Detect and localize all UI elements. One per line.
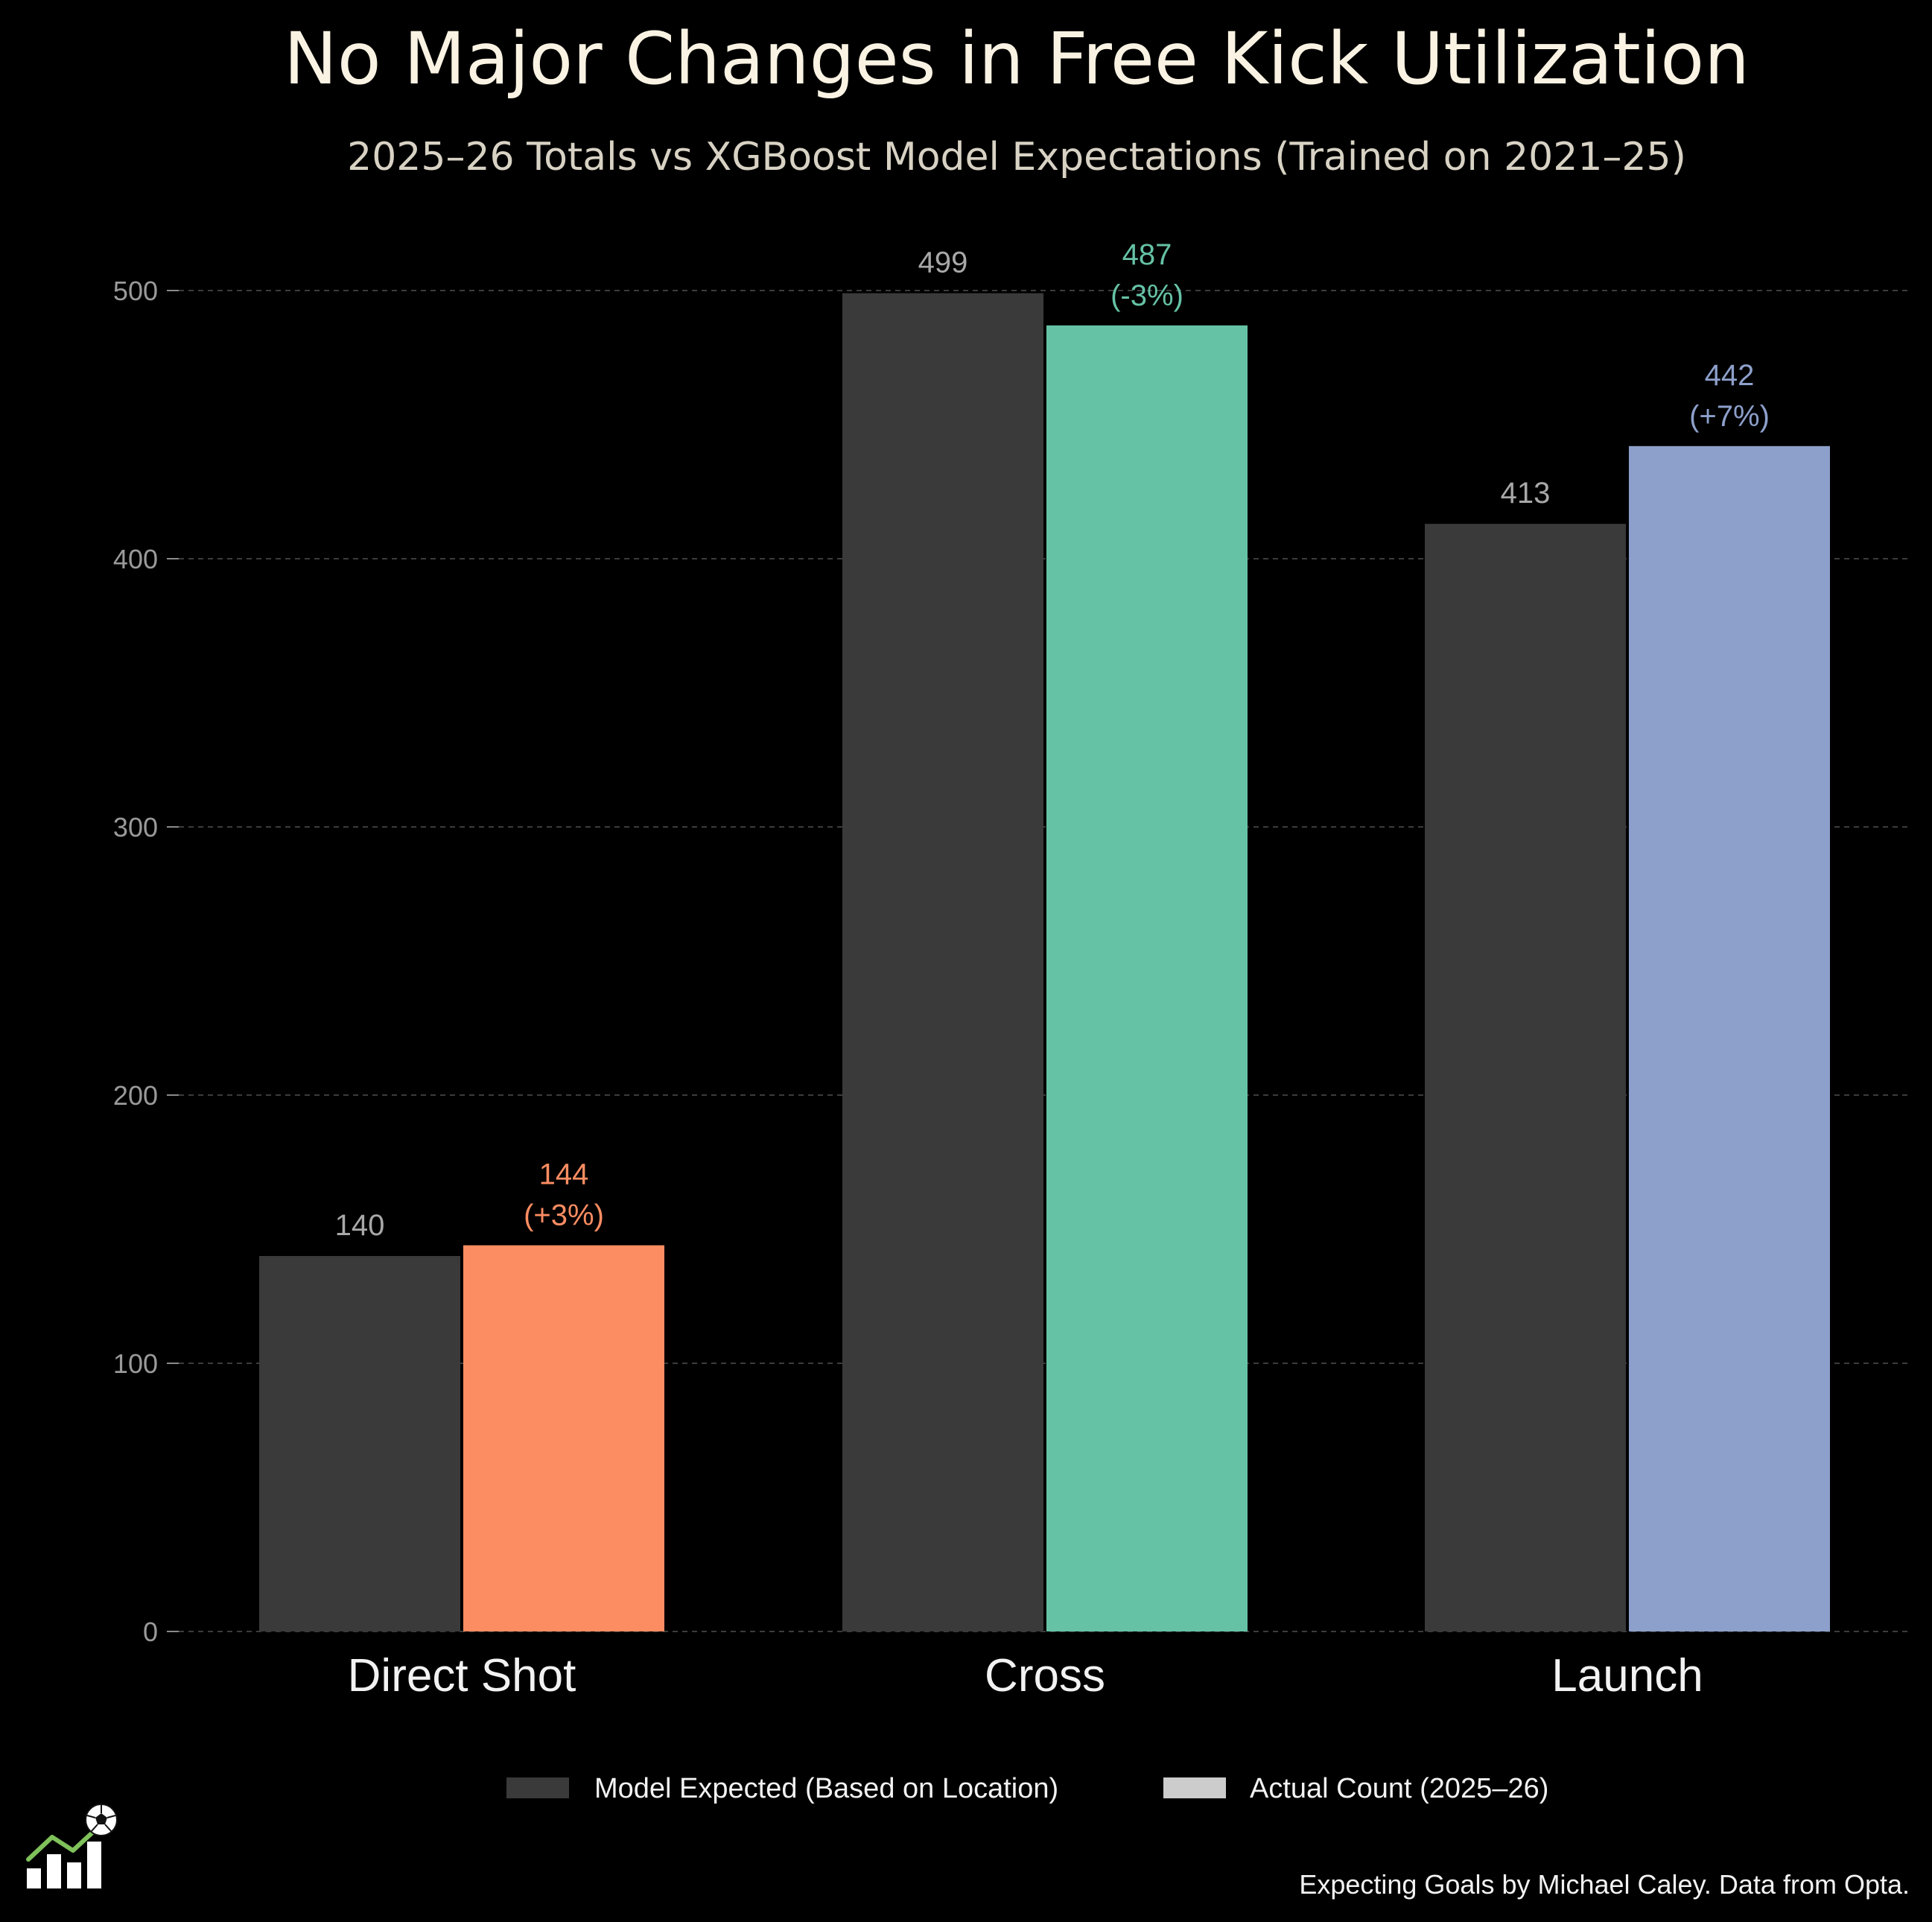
bar-actual xyxy=(463,1245,664,1631)
value-labels: 140 144 (+3%) 499 487 (-3%) 413 442 (+7%) xyxy=(335,238,1770,1242)
value-label-expected: 140 xyxy=(335,1209,385,1242)
x-axis-categories: Direct Shot Cross Launch xyxy=(348,1650,1703,1701)
value-label-expected: 499 xyxy=(918,247,968,279)
chart-subtitle: 2025–26 Totals vs XGBoost Model Expectat… xyxy=(347,135,1686,180)
value-label-expected: 413 xyxy=(1501,477,1551,510)
chart-title: No Major Changes in Free Kick Utilizatio… xyxy=(284,17,1750,101)
legend-label-expected: Model Expected (Based on Location) xyxy=(594,1773,1058,1804)
legend-swatch-expected xyxy=(506,1777,569,1798)
pct-label-actual: (-3%) xyxy=(1110,279,1183,312)
x-category-label: Launch xyxy=(1551,1650,1703,1701)
bar-actual xyxy=(1629,445,1830,1631)
pct-label-actual: (+7%) xyxy=(1689,400,1770,433)
bar-expected xyxy=(1425,524,1626,1632)
y-tick-label: 400 xyxy=(113,544,158,574)
y-axis: 0 100 200 300 400 500 xyxy=(113,276,179,1647)
value-label-actual: 487 xyxy=(1122,238,1172,271)
legend: Model Expected (Based on Location) Actual… xyxy=(506,1773,1548,1804)
y-tick-label: 100 xyxy=(113,1348,158,1379)
y-tick-label: 0 xyxy=(143,1617,158,1647)
legend-swatch-actual xyxy=(1163,1777,1226,1798)
y-tick-label: 500 xyxy=(113,276,158,306)
credit-text: Expecting Goals by Michael Caley. Data f… xyxy=(1299,1869,1910,1900)
pct-label-actual: (+3%) xyxy=(524,1199,604,1232)
bars xyxy=(259,293,1830,1632)
legend-label-actual: Actual Count (2025–26) xyxy=(1250,1773,1548,1804)
y-tick-label: 300 xyxy=(113,812,158,843)
value-label-actual: 442 xyxy=(1705,359,1755,392)
x-category-label: Direct Shot xyxy=(348,1650,576,1701)
bar-expected xyxy=(842,293,1043,1632)
value-label-actual: 144 xyxy=(539,1158,589,1191)
bar-chart-trend-soccer-ball-icon xyxy=(26,1804,118,1888)
bar-actual xyxy=(1046,325,1248,1631)
bar-expected xyxy=(259,1256,460,1631)
x-category-label: Cross xyxy=(985,1650,1105,1701)
y-tick-label: 200 xyxy=(113,1080,158,1111)
